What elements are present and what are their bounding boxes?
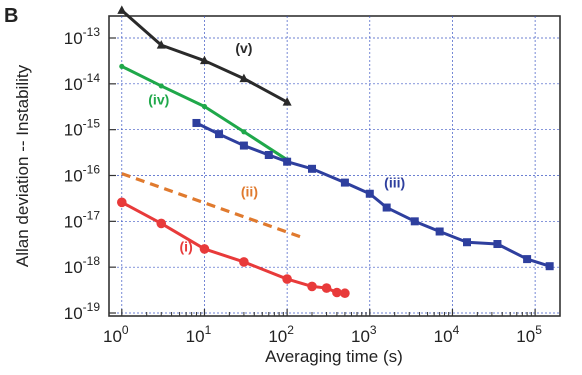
series-line (121, 200, 346, 295)
y-tick-label: 10-18 (64, 254, 101, 277)
data-point (201, 103, 208, 110)
data-point (410, 217, 419, 226)
data-point (199, 55, 209, 65)
y-axis-title: Allan deviation -- Instability (13, 64, 32, 267)
series-label: (ii) (241, 183, 258, 199)
plot-frame (108, 15, 561, 317)
y-tick-label: 10-17 (64, 208, 101, 231)
grid-lines (109, 16, 560, 316)
data-point (382, 203, 391, 212)
data-point (435, 227, 444, 236)
data-point (340, 288, 350, 299)
data-point (523, 255, 532, 264)
x-tick-label: 105 (516, 323, 542, 346)
series-label: (i) (180, 239, 193, 255)
series-group (117, 5, 554, 299)
data-point (332, 287, 342, 298)
data-point (493, 240, 502, 249)
data-point (117, 5, 127, 14)
y-tick-label: 10-13 (64, 25, 101, 48)
x-tick-label: 104 (434, 323, 460, 346)
series-line (121, 172, 303, 239)
data-point (199, 244, 210, 254)
series-label: (iv) (148, 92, 169, 108)
data-point (239, 257, 249, 267)
data-point (282, 97, 292, 106)
data-point (156, 218, 167, 229)
data-point (192, 118, 201, 127)
x-tick-label: 101 (186, 323, 212, 346)
series-label: (v) (235, 40, 252, 56)
data-point (463, 238, 472, 247)
data-point (321, 283, 332, 293)
y-tick-label: 10-19 (64, 300, 101, 323)
data-point (307, 281, 317, 292)
data-point (365, 189, 374, 198)
data-point (239, 73, 249, 83)
series-label: (iii) (384, 175, 405, 191)
data-point (340, 178, 349, 187)
data-point (308, 164, 317, 173)
data-point (117, 197, 127, 208)
data-point (545, 262, 554, 271)
data-point (283, 157, 292, 166)
x-tick-label: 100 (103, 323, 129, 346)
x-axis-title: Averaging time (s) (265, 347, 403, 366)
data-point (264, 151, 273, 160)
x-tick-label: 102 (268, 323, 294, 346)
y-tick-label: 10-16 (64, 163, 101, 186)
panel-label: B (4, 5, 18, 27)
y-tick-label: 10-15 (64, 117, 101, 140)
data-point (158, 83, 164, 89)
y-tick-label: 10-14 (64, 71, 101, 94)
data-point (282, 274, 292, 284)
data-point (241, 129, 247, 135)
x-tick-label: 103 (351, 323, 377, 346)
data-point (239, 141, 248, 150)
data-point (119, 63, 125, 70)
series-labels: (v) (iv) (iii) (ii) (i) (148, 40, 405, 255)
data-point (215, 130, 224, 139)
axis-ticks: 100 101 102 103 104 105 10-13 10-14 10-15 10-16 10… (64, 25, 542, 346)
data-point (156, 40, 166, 49)
